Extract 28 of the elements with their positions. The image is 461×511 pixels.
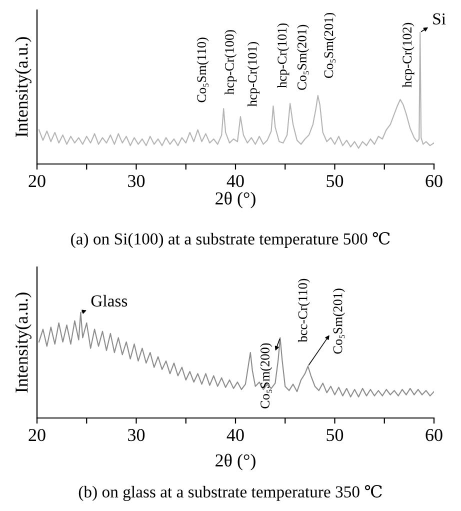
- y-axis-title: Intensity(a.u.): [15, 292, 32, 392]
- x-tick-label: 30: [128, 174, 145, 188]
- x-tick-label: 50: [326, 174, 344, 188]
- annotation: Co₅Sm(200): [260, 343, 272, 408]
- x-axis-title: 2θ (°): [216, 192, 256, 208]
- x-tick-label: 40: [226, 174, 244, 188]
- x-tick-label: 60: [426, 174, 442, 188]
- x-tick-label: 30: [128, 428, 145, 442]
- annotation: bcc-Cr(110): [298, 278, 310, 342]
- x-tick-label: 20: [28, 174, 46, 188]
- annotation: Glass: [91, 294, 128, 307]
- y-axis-title: Intensity(a.u.): [15, 37, 32, 137]
- annotation: hcp-Cr(102): [402, 22, 414, 88]
- annotation: Co₅Sm(110): [196, 38, 209, 102]
- annotation: Co₅Sm(201): [324, 12, 336, 78]
- x-tick-label: 60: [426, 428, 442, 442]
- annotation: Co₅Sm(201): [297, 24, 310, 90]
- x-axis-title: 2θ (°): [216, 454, 256, 470]
- text: (a) on Si(100) at a substrate temperature 500 ℃: [71, 232, 390, 248]
- annotation: hcp-Cr(101): [277, 23, 290, 88]
- text: (b) on glass at a substrate temperature 350 ℃: [78, 485, 382, 501]
- x-tick-label: 20: [28, 428, 46, 442]
- x-tick-label: 50: [326, 428, 344, 442]
- annotation: hcp-Cr(101): [247, 42, 260, 106]
- annotation: Si: [433, 13, 446, 25]
- x-tick-label: 40: [226, 428, 244, 442]
- annotation: hcp-Cr(100): [224, 30, 237, 95]
- annotation: Co₅Sm(201): [332, 288, 345, 354]
